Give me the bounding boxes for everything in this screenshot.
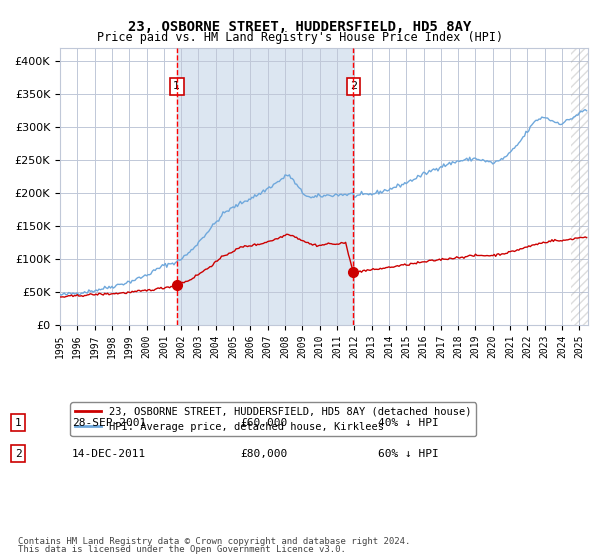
Text: 2: 2 (14, 449, 22, 459)
Text: 23, OSBORNE STREET, HUDDERSFIELD, HD5 8AY: 23, OSBORNE STREET, HUDDERSFIELD, HD5 8A… (128, 20, 472, 34)
Text: 40% ↓ HPI: 40% ↓ HPI (378, 418, 439, 428)
Text: 28-SEP-2001: 28-SEP-2001 (72, 418, 146, 428)
Text: 14-DEC-2011: 14-DEC-2011 (72, 449, 146, 459)
Bar (571, 48, 588, 325)
Bar (176, 48, 353, 325)
Text: 1: 1 (14, 418, 22, 428)
Text: Contains HM Land Registry data © Crown copyright and database right 2024.: Contains HM Land Registry data © Crown c… (18, 537, 410, 546)
Legend: 23, OSBORNE STREET, HUDDERSFIELD, HD5 8AY (detached house), HPI: Average price, : 23, OSBORNE STREET, HUDDERSFIELD, HD5 8A… (70, 403, 476, 436)
Text: Price paid vs. HM Land Registry's House Price Index (HPI): Price paid vs. HM Land Registry's House … (97, 31, 503, 44)
Text: 1: 1 (173, 81, 180, 91)
Text: 60% ↓ HPI: 60% ↓ HPI (378, 449, 439, 459)
Text: £60,000: £60,000 (240, 418, 287, 428)
Text: 2: 2 (350, 81, 357, 91)
Text: This data is licensed under the Open Government Licence v3.0.: This data is licensed under the Open Gov… (18, 545, 346, 554)
Text: £80,000: £80,000 (240, 449, 287, 459)
